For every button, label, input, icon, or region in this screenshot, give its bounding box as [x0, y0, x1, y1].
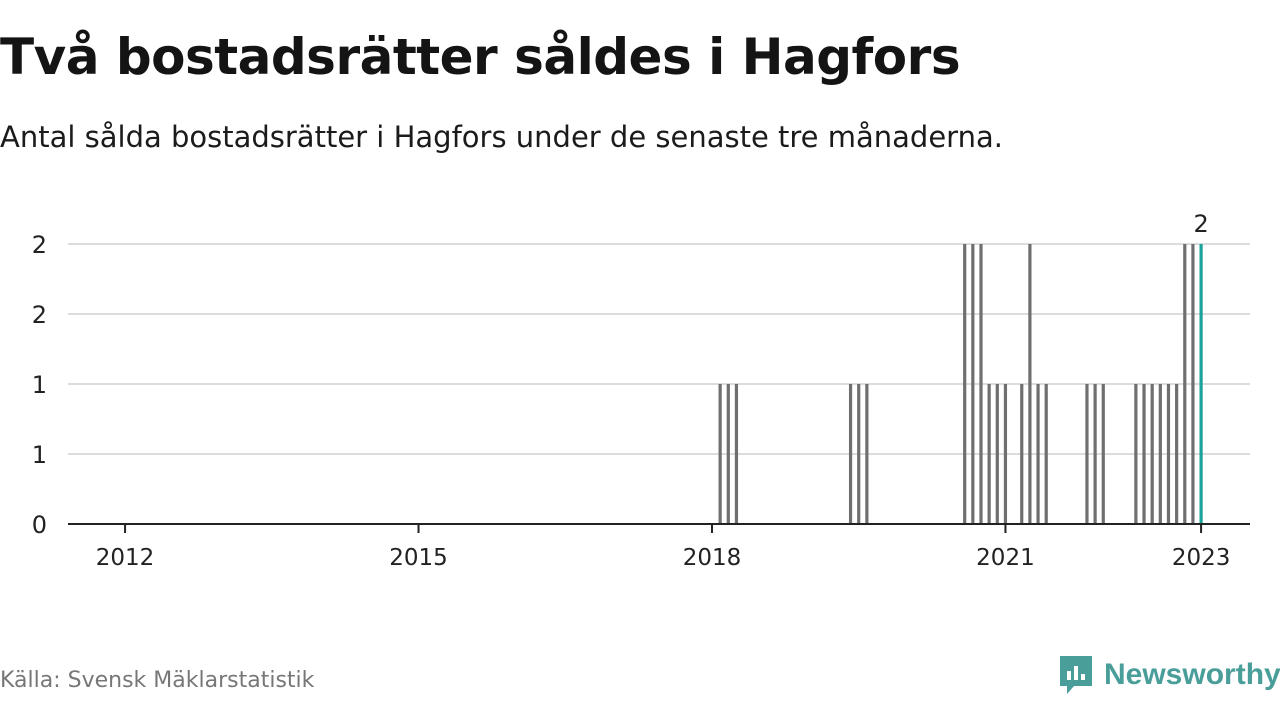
y-tick-label: 0 [32, 511, 47, 539]
bar [1028, 244, 1032, 524]
bar [1036, 384, 1040, 524]
data-label: 2 [1193, 210, 1208, 238]
bar-highlight [1199, 244, 1203, 524]
brand-name: Newsworthy [1104, 658, 1280, 691]
bar [734, 384, 739, 524]
bar [1166, 384, 1171, 524]
x-tick-label: 2015 [389, 545, 448, 571]
bar [1044, 384, 1048, 524]
chart-subtitle: Antal sålda bostadsrätter i Hagfors unde… [0, 120, 1003, 154]
bar [1191, 244, 1195, 524]
y-tick-label: 2 [32, 301, 47, 329]
bar [848, 384, 853, 524]
bar [718, 384, 722, 524]
y-tick-label: 2 [32, 231, 47, 259]
bar-chart: 2 0 1 1 2 2 2012 2015 2018 2021 2023 [32, 210, 1250, 571]
y-tick-label: 1 [32, 441, 47, 469]
bar [987, 384, 991, 524]
bar [963, 244, 967, 524]
axes: 0 1 1 2 2 2012 2015 2018 2021 2023 [32, 231, 1250, 571]
x-tick-label: 2018 [683, 545, 742, 571]
grid-lines [68, 243, 1250, 455]
bar [726, 384, 730, 524]
bar [995, 384, 999, 524]
bar [1101, 384, 1105, 524]
bar [1093, 384, 1097, 524]
bars: 2 [718, 210, 1209, 524]
x-tick-label: 2021 [976, 545, 1035, 571]
bar [979, 244, 983, 524]
bar [1085, 384, 1089, 524]
bar [1003, 384, 1008, 524]
bar [1183, 244, 1187, 524]
source-note: Källa: Svensk Mäklarstatistik [0, 668, 315, 693]
bar [1142, 384, 1146, 524]
newsworthy-logo-icon [1060, 656, 1092, 694]
chart-title: Två bostadsrätter såldes i Hagfors [0, 28, 961, 86]
x-tick-label: 2023 [1172, 545, 1231, 571]
bar [971, 244, 975, 524]
bar [1158, 384, 1162, 524]
bar [865, 384, 869, 524]
newsworthy-logo: Newsworthy [1058, 654, 1280, 696]
bar [1150, 384, 1154, 524]
bar [1020, 384, 1024, 524]
bar [1134, 384, 1138, 524]
bar [857, 384, 861, 524]
y-tick-label: 1 [32, 371, 47, 399]
bar [1175, 384, 1179, 524]
x-tick-label: 2012 [96, 545, 155, 571]
